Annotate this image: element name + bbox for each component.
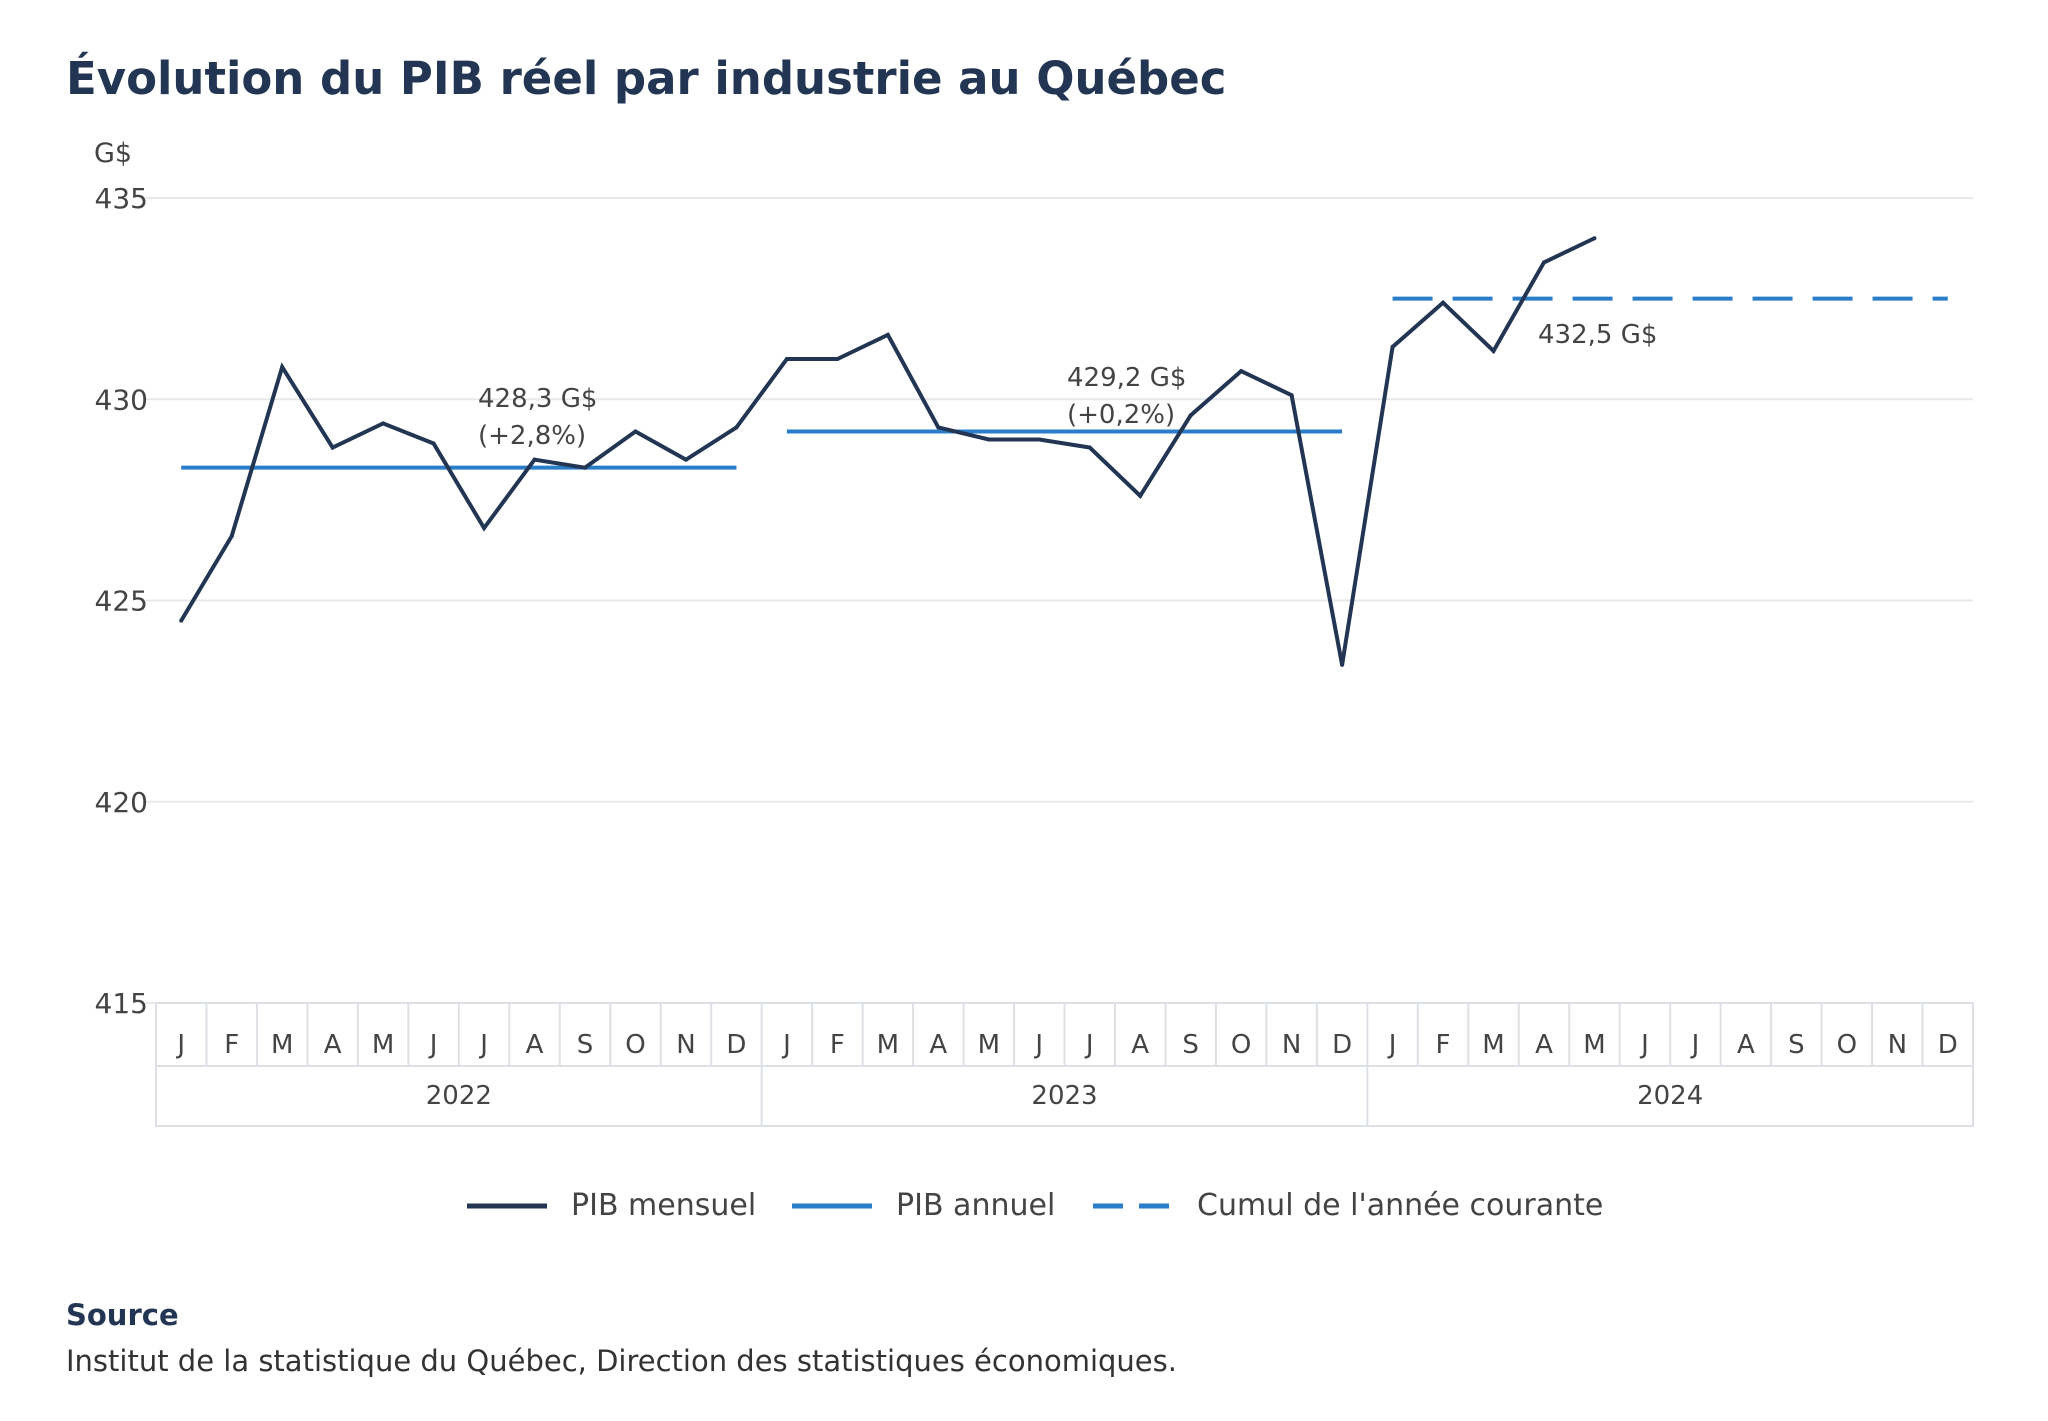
monthly-point xyxy=(633,429,638,434)
y-tick-label: 435 xyxy=(95,182,148,215)
x-tick-month: O xyxy=(1231,1030,1251,1060)
x-tick-month: J xyxy=(175,1030,185,1060)
chart-title: Évolution du PIB réel par industrie au Q… xyxy=(66,52,1227,105)
x-tick-month: J xyxy=(1387,1030,1397,1060)
monthly-point xyxy=(1037,437,1042,442)
x-tick-month: M xyxy=(271,1030,293,1060)
x-tick-month: D xyxy=(726,1030,746,1060)
monthly-point xyxy=(1239,369,1244,374)
x-tick-month: D xyxy=(1332,1030,1352,1060)
monthly-point xyxy=(482,526,487,531)
x-tick-month: O xyxy=(1837,1030,1857,1060)
annotation-label: (+0,2%) xyxy=(1067,400,1175,430)
x-tick-month: J xyxy=(781,1030,791,1060)
x-tick-month: J xyxy=(1033,1030,1043,1060)
monthly-point xyxy=(1491,348,1496,353)
monthly-point xyxy=(885,332,890,337)
x-tick-month: M xyxy=(877,1030,899,1060)
x-tick-month: A xyxy=(1131,1030,1149,1060)
annotation-label: 429,2 G$ xyxy=(1067,363,1186,393)
x-tick-month: N xyxy=(1888,1030,1907,1060)
annotation-label: 428,3 G$ xyxy=(478,384,597,414)
y-axis-unit: G$ xyxy=(94,138,132,169)
x-tick-month: J xyxy=(1690,1030,1700,1060)
y-tick-label: 415 xyxy=(95,987,148,1020)
x-tick-year: 2022 xyxy=(426,1081,492,1111)
x-tick-month: M xyxy=(1583,1030,1605,1060)
y-tick-label: 430 xyxy=(95,383,148,416)
annotation-label: (+2,8%) xyxy=(478,421,586,451)
legend-cumulative-label: Cumul de l'année courante xyxy=(1197,1188,1603,1223)
monthly-point xyxy=(1441,300,1446,305)
y-tick-label: 425 xyxy=(95,585,148,618)
x-tick-month: D xyxy=(1938,1030,1958,1060)
monthly-point xyxy=(1592,236,1597,241)
x-tick-month: A xyxy=(929,1030,947,1060)
monthly-point xyxy=(381,421,386,426)
x-tick-month: S xyxy=(1788,1030,1805,1060)
x-tick-month: M xyxy=(372,1030,394,1060)
monthly-point xyxy=(280,365,285,370)
monthly-point xyxy=(1340,662,1345,667)
monthly-point xyxy=(1390,344,1395,349)
monthly-point xyxy=(1138,493,1143,498)
monthly-point xyxy=(936,425,941,430)
x-tick-month: S xyxy=(1182,1030,1199,1060)
x-tick-month: N xyxy=(1282,1030,1301,1060)
x-tick-month: O xyxy=(625,1030,645,1060)
x-tick-month: J xyxy=(1084,1030,1094,1060)
x-tick-month: M xyxy=(1482,1030,1504,1060)
x-tick-month: F xyxy=(1436,1030,1451,1060)
x-tick-month: F xyxy=(224,1030,239,1060)
x-tick-month: M xyxy=(978,1030,1000,1060)
x-tick-year: 2024 xyxy=(1637,1081,1703,1111)
monthly-point xyxy=(583,465,588,470)
legend-monthly-label: PIB mensuel xyxy=(571,1188,756,1223)
y-tick-label: 420 xyxy=(95,786,148,819)
monthly-point xyxy=(330,445,335,450)
legend-annual-label: PIB annuel xyxy=(896,1188,1055,1223)
annotation-label: 432,5 G$ xyxy=(1538,320,1657,350)
x-tick-month: J xyxy=(428,1030,438,1060)
x-tick-month: N xyxy=(676,1030,695,1060)
monthly-point xyxy=(229,534,234,539)
monthly-point xyxy=(683,457,688,462)
x-tick-month: S xyxy=(577,1030,594,1060)
x-tick-month: J xyxy=(478,1030,488,1060)
x-tick-month: A xyxy=(526,1030,544,1060)
x-tick-month: J xyxy=(1639,1030,1649,1060)
source-text: Institut de la statistique du Québec, Di… xyxy=(66,1344,1177,1378)
monthly-point xyxy=(1541,260,1546,265)
x-tick-month: A xyxy=(1737,1030,1755,1060)
source-heading: Source xyxy=(66,1298,179,1332)
monthly-point xyxy=(1087,445,1092,450)
x-tick-month: F xyxy=(830,1030,845,1060)
monthly-point xyxy=(179,618,184,623)
x-tick-month: A xyxy=(1535,1030,1553,1060)
monthly-point xyxy=(1289,393,1294,398)
monthly-point xyxy=(986,437,991,442)
x-tick-year: 2023 xyxy=(1031,1081,1097,1111)
monthly-point xyxy=(784,357,789,361)
monthly-point xyxy=(835,357,840,361)
monthly-point xyxy=(1188,413,1193,418)
monthly-point xyxy=(431,441,436,446)
monthly-point xyxy=(734,425,739,430)
monthly-point xyxy=(532,457,537,462)
x-tick-month: A xyxy=(324,1030,342,1060)
